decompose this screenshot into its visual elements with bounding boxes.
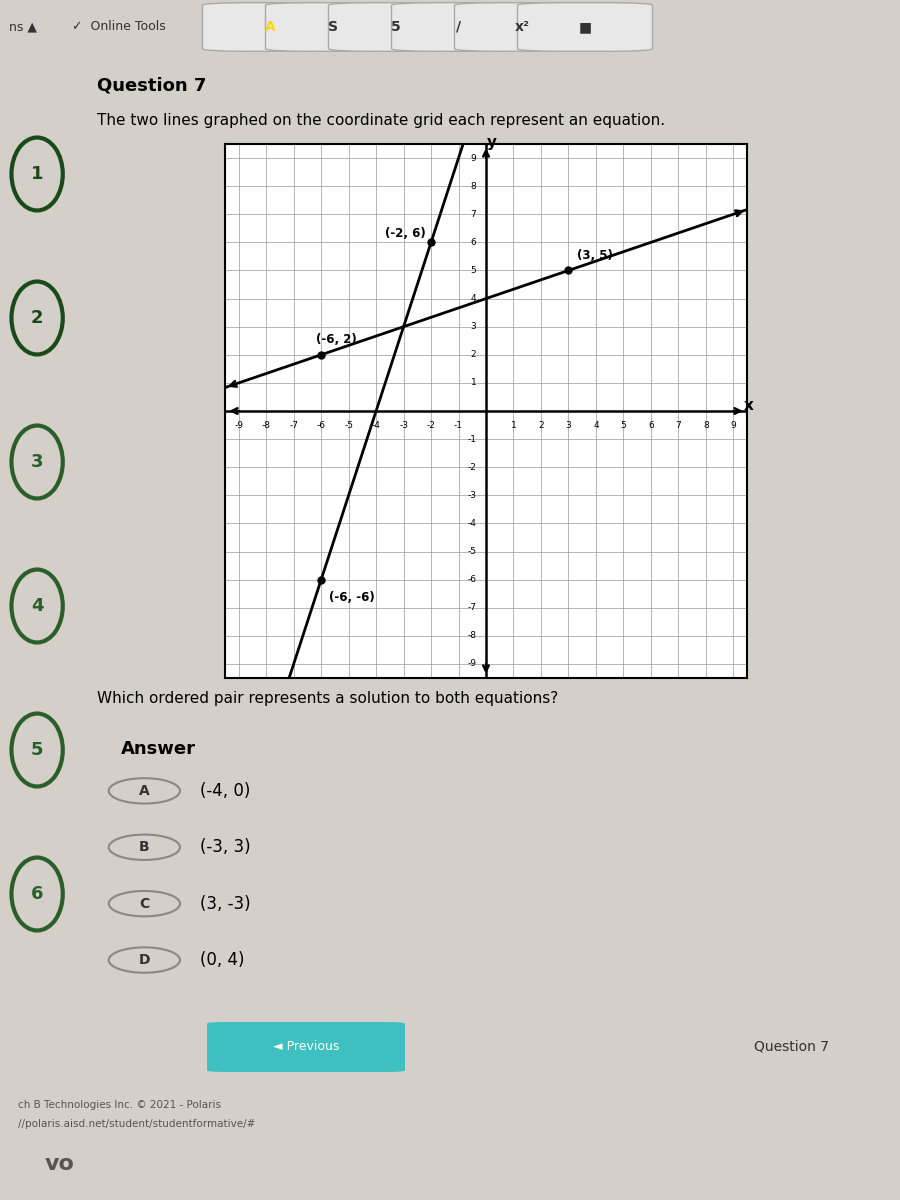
Text: -5: -5 (344, 421, 353, 430)
Text: 1: 1 (31, 164, 43, 182)
Text: -9: -9 (467, 660, 476, 668)
Text: A: A (139, 784, 149, 798)
Text: -7: -7 (289, 421, 298, 430)
Text: -1: -1 (467, 434, 476, 444)
Text: /: / (456, 20, 462, 34)
Text: -2: -2 (467, 463, 476, 472)
Text: 7: 7 (675, 421, 681, 430)
FancyBboxPatch shape (207, 1022, 405, 1072)
Text: -9: -9 (234, 421, 243, 430)
Text: -6: -6 (467, 575, 476, 584)
FancyBboxPatch shape (266, 2, 400, 52)
Text: 5: 5 (392, 20, 400, 34)
Text: 3: 3 (31, 452, 43, 470)
Text: B: B (139, 840, 149, 854)
Text: 2: 2 (538, 421, 544, 430)
Text: 6: 6 (471, 238, 476, 247)
Text: -8: -8 (262, 421, 271, 430)
Text: //polaris.aisd.net/student/studentformative/#: //polaris.aisd.net/student/studentformat… (18, 1120, 256, 1129)
Text: ch B Technologies Inc. © 2021 - Polaris: ch B Technologies Inc. © 2021 - Polaris (18, 1100, 221, 1110)
Text: (-3, 3): (-3, 3) (200, 839, 250, 857)
Text: ◄ Previous: ◄ Previous (273, 1040, 339, 1054)
Text: Question 7: Question 7 (754, 1040, 830, 1054)
FancyBboxPatch shape (518, 2, 652, 52)
Text: -5: -5 (467, 547, 476, 556)
Text: -8: -8 (467, 631, 476, 641)
Text: Which ordered pair represents a solution to both equations?: Which ordered pair represents a solution… (97, 691, 558, 707)
Text: (3, -3): (3, -3) (200, 895, 250, 913)
Text: ✓  Online Tools: ✓ Online Tools (72, 20, 166, 34)
Text: (3, 5): (3, 5) (577, 250, 613, 262)
Text: x²: x² (515, 20, 529, 34)
Text: 1: 1 (510, 421, 517, 430)
Text: (0, 4): (0, 4) (200, 952, 244, 970)
Text: Answer: Answer (121, 740, 195, 758)
Text: C: C (140, 896, 149, 911)
FancyBboxPatch shape (202, 2, 338, 52)
Text: A: A (265, 20, 275, 34)
Text: 4: 4 (471, 294, 476, 304)
Text: D: D (139, 953, 150, 967)
Text: 1: 1 (471, 378, 476, 388)
Text: (-6, 2): (-6, 2) (316, 334, 356, 347)
Text: ■: ■ (579, 20, 591, 34)
Text: 3: 3 (565, 421, 572, 430)
Text: vo: vo (45, 1153, 75, 1174)
Text: -1: -1 (454, 421, 463, 430)
Text: -3: -3 (467, 491, 476, 500)
Text: (-2, 6): (-2, 6) (385, 227, 426, 240)
Text: 8: 8 (471, 181, 476, 191)
Text: -7: -7 (467, 604, 476, 612)
Text: S: S (328, 20, 338, 34)
Text: Question 7: Question 7 (97, 77, 206, 95)
Text: -3: -3 (399, 421, 408, 430)
FancyBboxPatch shape (328, 2, 464, 52)
Text: ns ▲: ns ▲ (9, 20, 37, 34)
Text: -4: -4 (467, 518, 476, 528)
Text: -6: -6 (317, 421, 326, 430)
Text: 4: 4 (593, 421, 598, 430)
Text: y: y (487, 136, 497, 150)
Text: (-6, -6): (-6, -6) (329, 590, 375, 604)
FancyBboxPatch shape (454, 2, 590, 52)
Text: 2: 2 (471, 350, 476, 359)
Text: -4: -4 (372, 421, 381, 430)
Text: 5: 5 (31, 740, 43, 758)
Text: 2: 2 (31, 310, 43, 328)
Text: 8: 8 (703, 421, 708, 430)
Text: 4: 4 (31, 596, 43, 614)
Text: 5: 5 (471, 266, 476, 275)
Text: 6: 6 (31, 886, 43, 902)
FancyBboxPatch shape (392, 2, 526, 52)
Text: (-4, 0): (-4, 0) (200, 782, 250, 800)
Text: 3: 3 (471, 322, 476, 331)
Text: -2: -2 (427, 421, 436, 430)
Text: 9: 9 (471, 154, 476, 162)
Text: 6: 6 (648, 421, 653, 430)
Text: 5: 5 (620, 421, 626, 430)
Text: The two lines graphed on the coordinate grid each represent an equation.: The two lines graphed on the coordinate … (97, 113, 665, 127)
Text: 7: 7 (471, 210, 476, 218)
Text: x: x (743, 398, 753, 413)
Text: 9: 9 (731, 421, 736, 430)
